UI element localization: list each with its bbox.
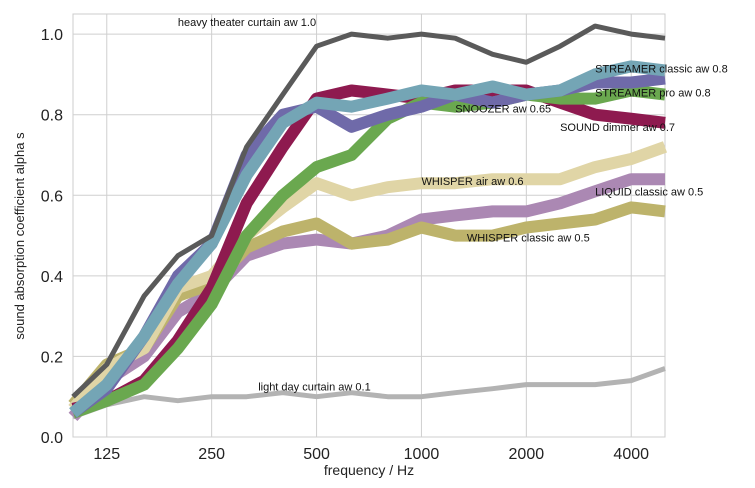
y-tick-label: 0.4: [41, 269, 63, 286]
y-tick-label: 1.0: [41, 27, 63, 44]
x-tick-label: 250: [198, 446, 225, 463]
tick-labels: 125 250 500 1000 2000 4000 0.0 0.2 0.4 0.6 0.8 1.0: [41, 27, 649, 463]
x-tick-label: 500: [303, 446, 330, 463]
series-label: STREAMER classic aw 0.8: [595, 63, 728, 75]
x-tick-label: 1000: [404, 446, 440, 463]
y-tick-label: 0.6: [41, 188, 63, 205]
series-line: [70, 84, 666, 419]
series-line: [72, 366, 666, 420]
y-tick-label: 0.2: [41, 349, 63, 366]
series-label: heavy theater curtain aw 1.0: [178, 17, 316, 29]
series-label: STREAMER pro aw 0.8: [595, 88, 711, 100]
x-axis-label: frequency / Hz: [324, 462, 414, 478]
series-label: light day curtain aw 0.1: [258, 382, 371, 394]
series-label: LIQUID classic aw 0.5: [595, 186, 703, 198]
series-line: [71, 23, 666, 399]
series-lines: [68, 23, 668, 421]
series-line: [69, 60, 666, 418]
series-label: SNOOZER aw 0.65: [455, 104, 551, 116]
series-labels: heavy theater curtain aw 1.0 STREAMER cla…: [178, 17, 728, 394]
y-tick-label: 0.0: [41, 430, 63, 447]
series-label: SOUND dimmer aw 0.7: [560, 122, 675, 134]
x-tick-label: 125: [93, 446, 120, 463]
series-label: WHISPER air aw 0.6: [421, 176, 523, 188]
y-axis-label: sound absorption coefficient alpha s: [12, 132, 27, 340]
y-tick-label: 0.8: [41, 108, 63, 125]
series-label: WHISPER classic aw 0.5: [467, 233, 590, 245]
x-tick-label: 4000: [613, 446, 649, 463]
x-tick-label: 2000: [509, 446, 545, 463]
